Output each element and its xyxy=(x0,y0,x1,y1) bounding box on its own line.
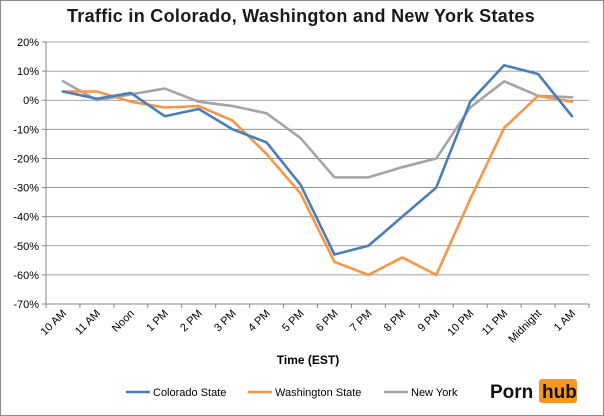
x-tick-label: 1 PM xyxy=(144,308,171,335)
legend-label: Colorado State xyxy=(153,387,226,399)
axes xyxy=(45,42,589,305)
x-tick-label: 3 PM xyxy=(212,308,239,335)
series-line-washington-state xyxy=(61,90,574,277)
gridlines xyxy=(46,41,589,305)
x-tick-label: Noon xyxy=(110,308,137,335)
x-tick-label: 7 PM xyxy=(348,308,375,335)
series-line-colorado-state xyxy=(61,63,574,256)
x-tick-label: 11 PM xyxy=(480,308,510,338)
x-tick-label: 6 PM xyxy=(314,308,341,335)
x-axis-ticks: 10 AM 11 AM Noon 1 PM 2 PM 3 PM 4 PM 5 PM 6 PM 7 … xyxy=(39,304,590,346)
x-tick-label: 11 AM xyxy=(73,308,103,338)
y-tick-label: 20% xyxy=(17,37,39,49)
x-tick-label: 1 AM xyxy=(552,308,578,334)
y-axis-ticks: 20% 10% 0% -10% -20% -30% -40% -50% -60% -70% xyxy=(13,37,46,311)
x-tick-label: 5 PM xyxy=(280,308,307,335)
x-tick-label: 4 PM xyxy=(246,308,273,335)
y-tick-label: -40% xyxy=(13,212,39,224)
y-tick-label: -20% xyxy=(13,153,39,165)
brand-logo: Porn hub xyxy=(490,379,577,403)
legend-label: New York xyxy=(411,387,458,399)
series-line-new-york xyxy=(61,80,574,179)
y-tick-label: 0% xyxy=(23,95,39,107)
x-axis-title: Time (EST) xyxy=(277,353,339,367)
x-tick-label: 9 PM xyxy=(416,308,443,335)
logo-text-left: Porn xyxy=(490,382,533,403)
x-tick-label: 2 PM xyxy=(178,308,205,335)
legend-label: Washington State xyxy=(275,387,361,399)
chart-title: Traffic in Colorado, Washington and New … xyxy=(67,6,535,26)
y-tick-label: 10% xyxy=(17,66,39,78)
y-tick-label: -30% xyxy=(13,183,39,195)
logo-badge xyxy=(539,379,577,403)
x-tick-label: 8 PM xyxy=(382,308,409,335)
logo-text-right: hub xyxy=(542,382,577,403)
x-tick-label: Midnight xyxy=(506,308,544,346)
y-tick-label: -70% xyxy=(13,299,39,311)
y-tick-label: -50% xyxy=(13,241,39,253)
x-tick-label: 10 AM xyxy=(39,308,70,339)
y-tick-label: -60% xyxy=(13,270,39,282)
legend: Colorado State Washington State New York xyxy=(126,387,458,399)
series-lines xyxy=(61,63,574,277)
y-tick-label: -10% xyxy=(13,124,39,136)
x-tick-label: 10 PM xyxy=(445,308,476,339)
